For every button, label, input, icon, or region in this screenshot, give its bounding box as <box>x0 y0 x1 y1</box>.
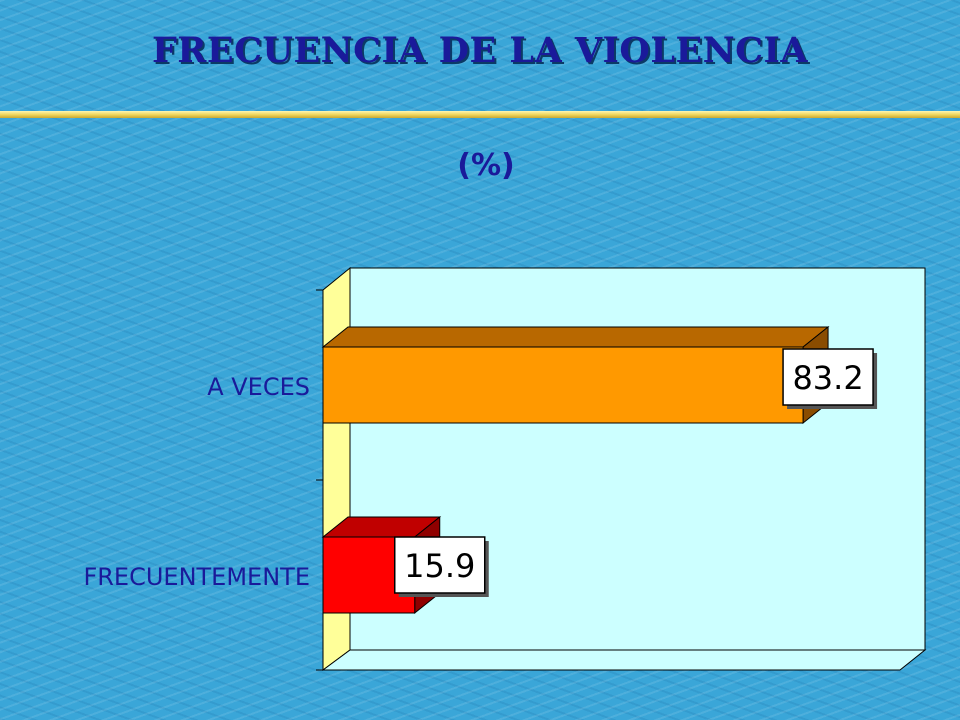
data-label-frecuentemente: 15.9 <box>393 536 489 597</box>
svg-text:15.9: 15.9 <box>404 547 475 585</box>
bar-top-face <box>321 326 830 348</box>
title-divider <box>0 111 960 118</box>
chart-subtitle: (%) <box>457 148 515 183</box>
data-label-a-veces: 83.2 <box>782 348 878 409</box>
category-label-frecuentemente: FRECUENTEMENTE <box>83 563 310 591</box>
svg-text:83.2: 83.2 <box>792 359 863 397</box>
plot-floor <box>321 649 927 671</box>
page-title: FRECUENCIA DE LA VIOLENCIA <box>151 30 809 71</box>
category-label-a-veces: A VECES <box>207 373 310 401</box>
bar-front-face <box>322 346 804 424</box>
labels-group: A VECES 83.2 FRECUENTEMENTE 15.9 <box>83 348 878 597</box>
bar-a-veces <box>321 325 830 425</box>
